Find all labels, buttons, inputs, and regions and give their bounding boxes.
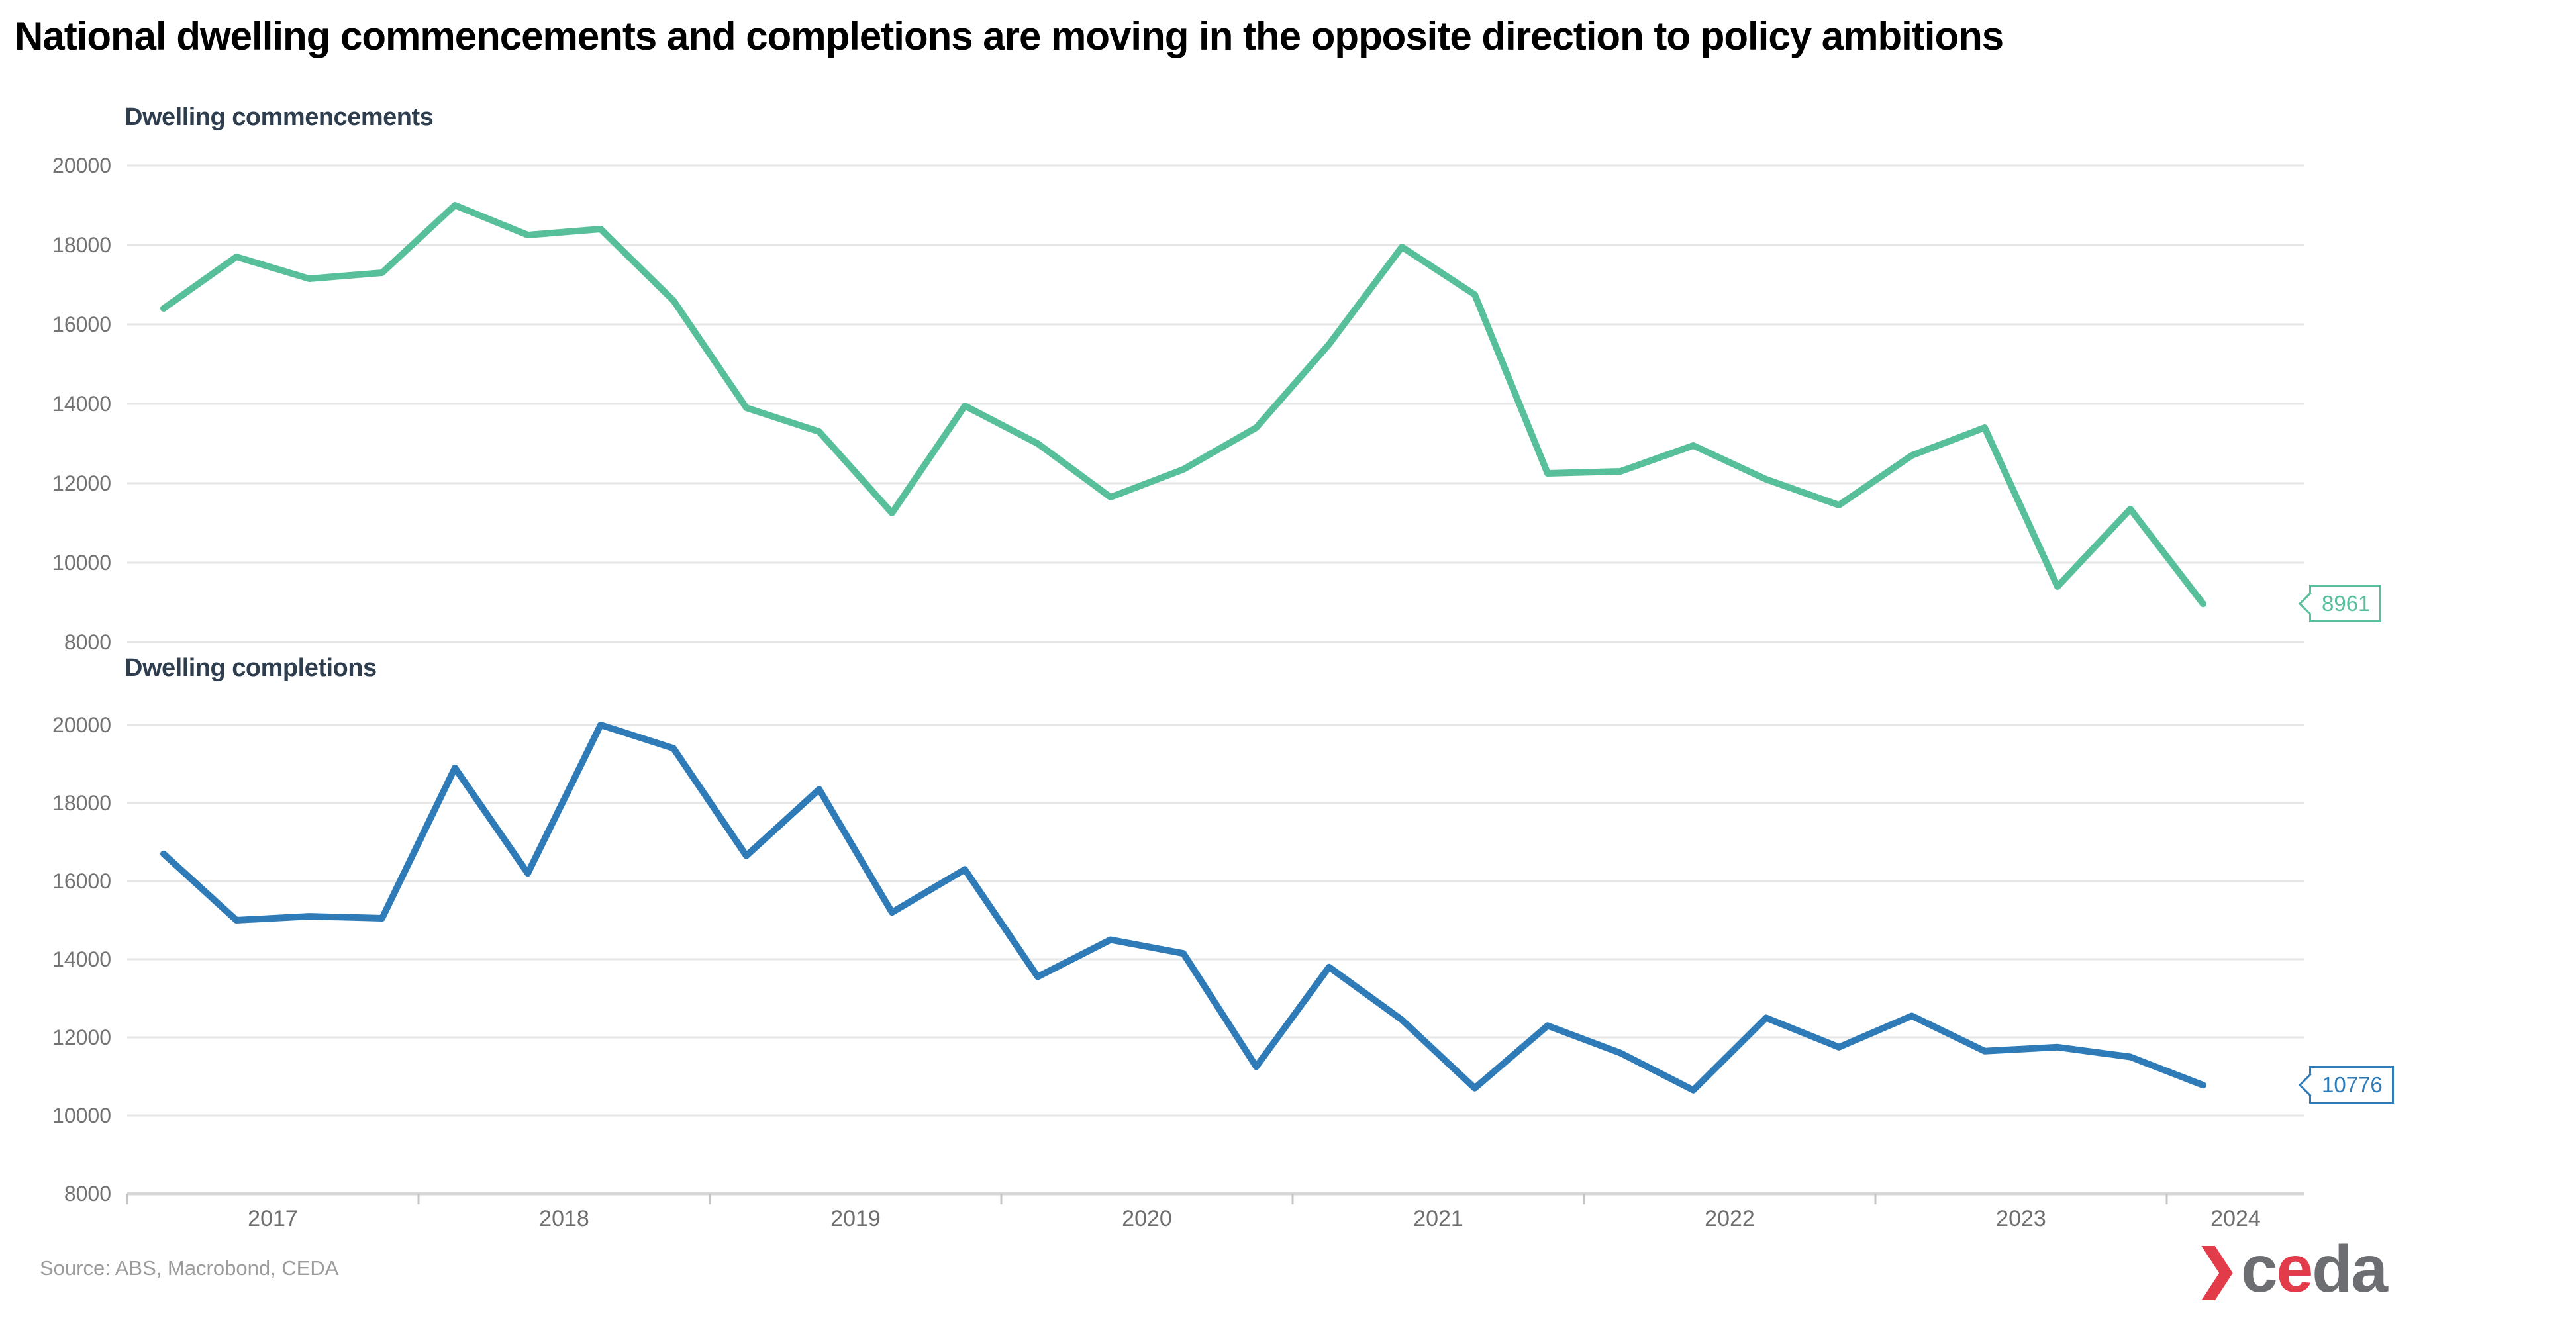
y-axis-label: 18000 bbox=[52, 791, 111, 815]
y-axis-label: 20000 bbox=[52, 713, 111, 737]
end-label-completions-value: 10776 bbox=[2322, 1072, 2383, 1098]
end-label-completions: 10776 bbox=[2309, 1066, 2394, 1104]
x-axis-label: 2024 bbox=[2210, 1206, 2261, 1231]
logo-letter: c bbox=[2241, 1232, 2278, 1306]
y-axis-label: 16000 bbox=[52, 312, 111, 336]
x-axis-label: 2022 bbox=[1705, 1206, 1755, 1231]
logo-letter: e bbox=[2276, 1232, 2314, 1306]
y-axis-label: 18000 bbox=[52, 233, 111, 257]
x-axis-label: 2019 bbox=[830, 1206, 881, 1231]
y-axis-label: 8000 bbox=[64, 630, 111, 654]
chart-subtitle-completions: Dwelling completions bbox=[124, 654, 377, 682]
y-axis-label: 14000 bbox=[52, 947, 111, 971]
x-axis-label: 2017 bbox=[248, 1206, 298, 1231]
logo-text: ceda bbox=[2241, 1236, 2388, 1302]
y-axis-label: 14000 bbox=[52, 392, 111, 416]
y-axis-label: 8000 bbox=[64, 1182, 111, 1206]
logo-chevron-icon bbox=[2201, 1246, 2233, 1300]
y-axis-label: 16000 bbox=[52, 869, 111, 893]
x-axis-label: 2020 bbox=[1122, 1206, 1172, 1231]
y-axis-label: 12000 bbox=[52, 471, 111, 495]
commencements-line bbox=[160, 202, 2206, 608]
logo-letter: a bbox=[2351, 1232, 2388, 1306]
logo-letter: d bbox=[2312, 1232, 2352, 1306]
x-axis-label: 2023 bbox=[1996, 1206, 2046, 1231]
y-axis-label: 10000 bbox=[52, 1104, 111, 1127]
source-note: Source: ABS, Macrobond, CEDA bbox=[40, 1257, 339, 1280]
end-label-commencements-value: 8961 bbox=[2322, 591, 2371, 616]
y-axis-label: 20000 bbox=[52, 154, 111, 177]
chart-subtitle-commencements: Dwelling commencements bbox=[124, 103, 434, 131]
page-title: National dwelling commencements and comp… bbox=[15, 14, 2004, 58]
y-axis-label: 10000 bbox=[52, 551, 111, 575]
ceda-logo: ceda bbox=[2200, 1236, 2388, 1309]
x-axis-label: 2018 bbox=[539, 1206, 589, 1231]
y-axis-label: 12000 bbox=[52, 1025, 111, 1049]
x-axis-label: 2021 bbox=[1413, 1206, 1463, 1231]
completions-line bbox=[160, 722, 2206, 1094]
end-label-commencements: 8961 bbox=[2309, 585, 2382, 623]
